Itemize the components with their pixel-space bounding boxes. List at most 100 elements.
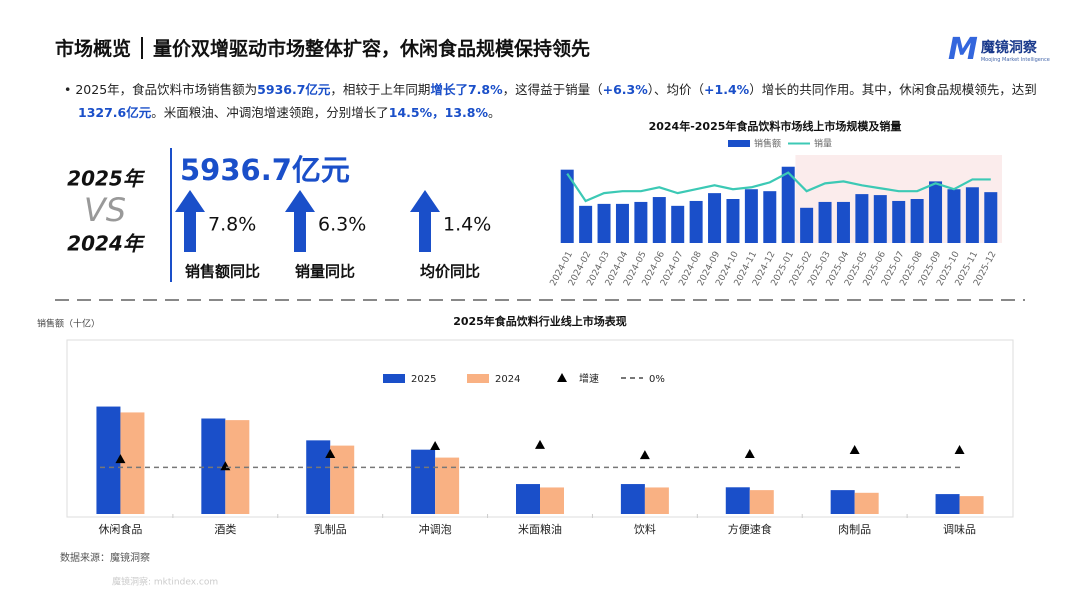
growth-marker xyxy=(115,454,126,464)
summary-text: ）、均价（ xyxy=(647,82,705,97)
summary-text: 。米面粮油、冲调泡增速领跑，分别增长了 xyxy=(151,105,389,120)
kpi-label: 销售额同比 xyxy=(185,263,260,281)
bar xyxy=(708,193,722,243)
legend-swatch xyxy=(383,374,405,383)
bar xyxy=(947,189,961,243)
x-tick-label: 肉制品 xyxy=(838,523,871,536)
bar xyxy=(634,201,648,243)
plot-frame xyxy=(66,339,1014,518)
legend-label: 增速 xyxy=(579,372,599,385)
kpi-year: 2024年 xyxy=(67,232,146,256)
legend-swatch xyxy=(557,373,567,382)
bar xyxy=(929,181,943,243)
y-axis-label: 销售额（十亿） xyxy=(37,318,100,330)
bar xyxy=(615,203,629,243)
bar xyxy=(910,199,924,243)
summary: • 2025年，食品饮料市场销售额为5936.7亿元，相较于上年同期增长了7.8… xyxy=(64,82,1037,120)
chart-title: 2024年-2025年食品饮料市场线上市场规模及销量 xyxy=(649,119,902,133)
kpi-label: 销量同比 xyxy=(295,263,355,281)
legend-swatch xyxy=(467,374,489,383)
bar xyxy=(836,201,850,243)
bar xyxy=(749,490,774,514)
growth-marker xyxy=(639,450,650,460)
summary-text: 2025年，食品饮料市场销售额为 xyxy=(75,82,258,97)
line xyxy=(566,171,991,203)
kpi-total: 5936.7亿元 xyxy=(180,153,350,187)
chart-title: 2025年食品饮料行业线上市场表现 xyxy=(453,314,627,328)
summary-text: 5936.7亿元 xyxy=(257,82,331,97)
x-tick-label: 酒类 xyxy=(214,522,236,536)
footer-source: 数据来源：魔镜洞察 xyxy=(60,551,150,564)
bar xyxy=(435,457,460,514)
footer-site: 魔镜洞察: mktindex.com xyxy=(112,576,218,588)
growth-marker xyxy=(744,449,755,459)
up-arrow xyxy=(410,190,440,252)
logo: M 魔镜洞察 Moojing Market Intelligence xyxy=(948,32,1050,67)
legend-swatch xyxy=(728,140,750,147)
kpi-vs: VS xyxy=(84,191,126,229)
legend-label: 销量 xyxy=(814,138,832,150)
bar xyxy=(892,200,906,243)
summary-text: ）增长的共同作用。其中，休闲食品规模领先，达到 xyxy=(749,82,1037,97)
x-tick-label: 米面粮油 xyxy=(518,522,562,536)
logo-text: 魔镜洞察 xyxy=(980,39,1037,56)
x-tick-label: 乳制品 xyxy=(314,523,347,536)
bar xyxy=(306,440,331,514)
bar xyxy=(763,191,777,243)
bar xyxy=(579,205,593,243)
logo-sub: Moojing Market Intelligence xyxy=(980,56,1050,63)
legend-label: 2024 xyxy=(495,374,520,385)
bar xyxy=(984,192,998,243)
legend-label: 0% xyxy=(649,374,665,385)
legend-label: 销售额 xyxy=(754,138,781,150)
bar xyxy=(830,490,855,514)
bar xyxy=(96,406,121,514)
growth-marker xyxy=(535,439,545,449)
kpi-year: 2025年 xyxy=(67,167,146,191)
summary-text: +1.4% xyxy=(704,82,750,97)
bar xyxy=(959,496,984,514)
x-tick-label: 方便速食 xyxy=(728,522,772,536)
x-tick-label: 饮料 xyxy=(634,522,656,536)
bar xyxy=(935,494,960,514)
summary-text: 。 xyxy=(488,105,501,120)
divider xyxy=(141,37,144,59)
bar xyxy=(800,207,814,243)
bar xyxy=(560,169,574,243)
bar xyxy=(818,201,832,243)
bar xyxy=(597,203,611,243)
bar xyxy=(671,205,685,243)
x-tick-label: 冲调泡 xyxy=(419,522,452,536)
bar xyxy=(652,197,666,243)
bar xyxy=(725,487,750,514)
x-tick-label: 调味品 xyxy=(943,523,976,536)
legend-label: 2025 xyxy=(411,374,436,385)
kpi-label: 均价同比 xyxy=(420,263,480,281)
bar xyxy=(689,200,703,243)
bar xyxy=(855,194,869,243)
x-tick-label: 休闲食品 xyxy=(98,522,142,536)
kpi-value: 1.4% xyxy=(443,214,491,236)
bar xyxy=(726,199,740,243)
bar xyxy=(516,484,540,514)
bar xyxy=(781,166,795,243)
bar xyxy=(854,492,879,514)
kpi-value: 6.3% xyxy=(318,214,366,236)
subtitle: 量价双增驱动市场整体扩容，休闲食品规模保持领先 xyxy=(153,38,591,60)
bar xyxy=(644,487,669,514)
growth-marker xyxy=(849,444,860,454)
title: 市场概览 xyxy=(55,38,132,60)
bar xyxy=(620,484,645,514)
kpi-value: 7.8% xyxy=(208,214,256,236)
summary-text: +6.3% xyxy=(602,82,648,97)
growth-marker xyxy=(430,440,441,450)
summary-text: 14.5%，13.8% xyxy=(388,105,488,120)
header: 市场概览 量价双增驱动市场整体扩容，休闲食品规模保持领先 xyxy=(55,34,590,61)
logo-icon: M xyxy=(948,32,978,67)
growth-marker xyxy=(325,449,336,459)
bar xyxy=(540,487,564,514)
bar xyxy=(411,449,436,514)
growth-marker xyxy=(954,444,965,454)
